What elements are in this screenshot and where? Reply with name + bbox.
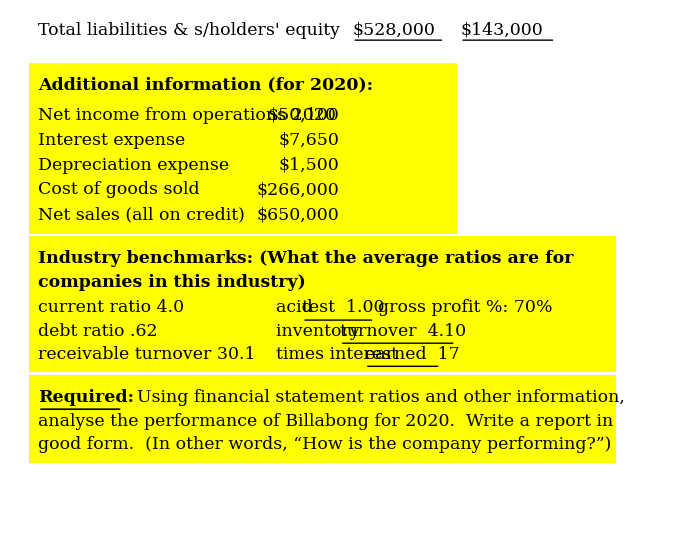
Text: Additional information (for 2020):: Additional information (for 2020): bbox=[38, 77, 373, 94]
FancyBboxPatch shape bbox=[29, 63, 457, 234]
Text: $1,500: $1,500 bbox=[279, 157, 340, 173]
Text: gross profit %: 70%: gross profit %: 70% bbox=[378, 300, 553, 316]
Text: earned  17: earned 17 bbox=[365, 346, 460, 362]
Text: $143,000: $143,000 bbox=[460, 22, 543, 38]
Text: $50,100: $50,100 bbox=[268, 107, 340, 124]
Text: $650,000: $650,000 bbox=[257, 206, 340, 223]
Text: debt ratio .62: debt ratio .62 bbox=[38, 323, 158, 339]
Text: $266,000: $266,000 bbox=[257, 182, 340, 198]
Text: Net income from operations 2020: Net income from operations 2020 bbox=[38, 107, 336, 124]
Text: current ratio 4.0: current ratio 4.0 bbox=[38, 300, 184, 316]
Text: Interest expense: Interest expense bbox=[38, 132, 186, 148]
Text: times interest: times interest bbox=[276, 346, 404, 362]
Text: analyse the performance of Billabong for 2020.  Write a report in: analyse the performance of Billabong for… bbox=[38, 413, 613, 430]
Text: good form.  (In other words, “How is the company performing?”): good form. (In other words, “How is the … bbox=[38, 437, 612, 453]
Text: acid: acid bbox=[276, 300, 318, 316]
FancyBboxPatch shape bbox=[29, 375, 616, 463]
Text: Industry benchmarks: (What the average ratios are for: Industry benchmarks: (What the average r… bbox=[38, 250, 573, 267]
Text: Cost of goods sold: Cost of goods sold bbox=[38, 182, 200, 198]
Text: companies in this industry): companies in this industry) bbox=[38, 274, 306, 290]
Text: inventory: inventory bbox=[276, 323, 365, 339]
Text: Using financial statement ratios and other information,: Using financial statement ratios and oth… bbox=[126, 389, 624, 405]
Text: receivable turnover 30.1: receivable turnover 30.1 bbox=[38, 346, 256, 362]
Text: $7,650: $7,650 bbox=[279, 132, 340, 148]
Text: Total liabilities & s/holders' equity: Total liabilities & s/holders' equity bbox=[38, 22, 340, 38]
Text: $528,000: $528,000 bbox=[352, 22, 435, 38]
Text: Depreciation expense: Depreciation expense bbox=[38, 157, 229, 173]
Text: Net sales (all on credit): Net sales (all on credit) bbox=[38, 206, 245, 223]
FancyBboxPatch shape bbox=[29, 236, 616, 372]
Text: turnover  4.10: turnover 4.10 bbox=[340, 323, 466, 339]
Text: test  1.00: test 1.00 bbox=[302, 300, 384, 316]
Text: Required:: Required: bbox=[38, 389, 134, 405]
